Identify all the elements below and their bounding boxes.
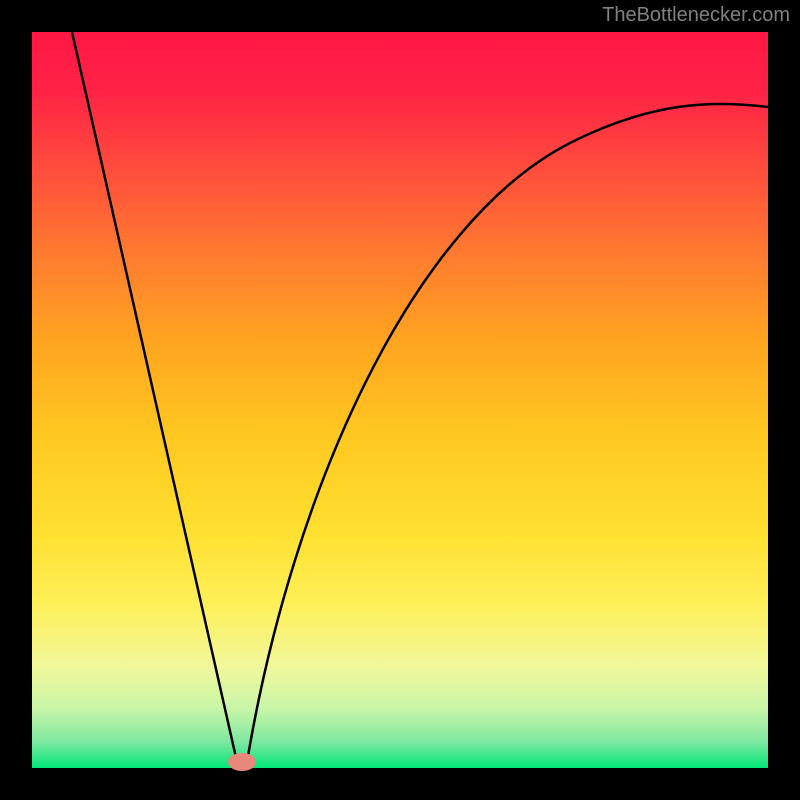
chart-container: TheBottlenecker.com	[0, 0, 800, 800]
watermark-text: TheBottlenecker.com	[602, 4, 790, 27]
plot-area	[32, 32, 768, 768]
bottleneck-curve	[32, 32, 768, 768]
minimum-marker	[228, 753, 256, 771]
